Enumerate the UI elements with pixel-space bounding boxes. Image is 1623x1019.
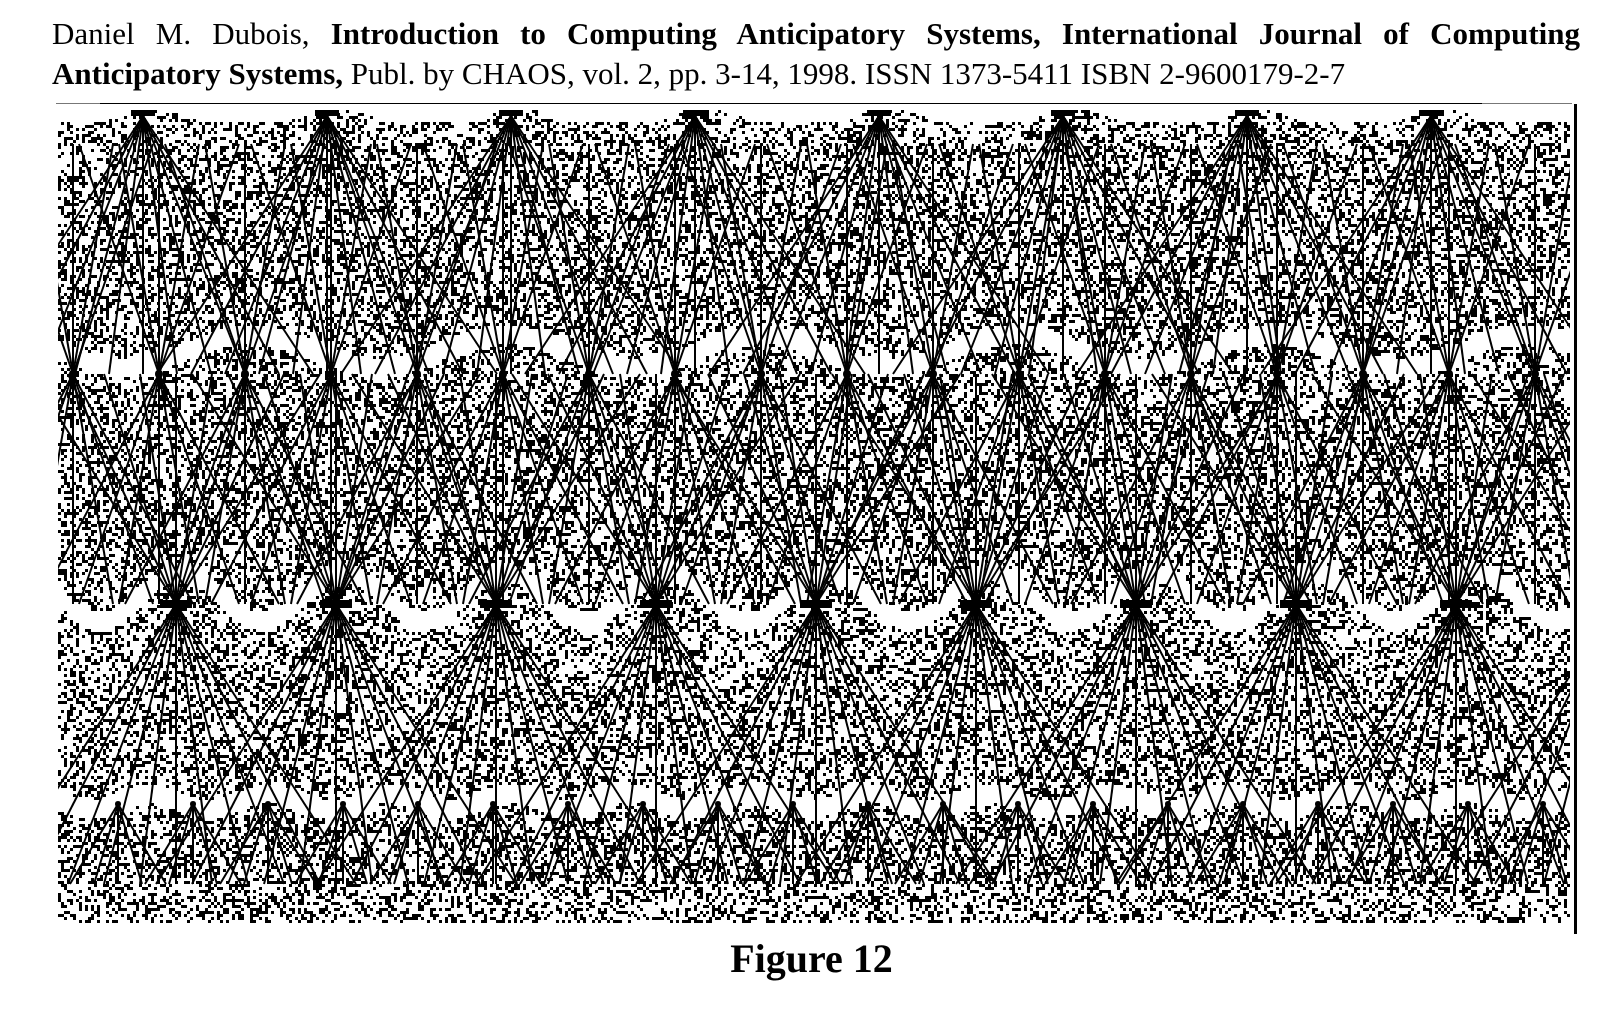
figure-caption: Figure 12: [730, 936, 893, 981]
citation-header: Daniel M. Dubois, Introduction to Comput…: [52, 14, 1580, 94]
top-rule-left: [56, 103, 100, 104]
figure-right-border: [1574, 104, 1577, 934]
citation-title: Introduction to Computing Anticipatory S…: [52, 16, 1581, 91]
figure-frame: [58, 104, 1572, 924]
top-rule-right: [1482, 103, 1572, 104]
citation-author: Daniel M. Dubois,: [52, 16, 310, 51]
citation-publication: Publ. by CHAOS, vol. 2, pp. 3-14, 1998. …: [350, 56, 1346, 91]
automaton-pattern-image: [58, 104, 1570, 924]
